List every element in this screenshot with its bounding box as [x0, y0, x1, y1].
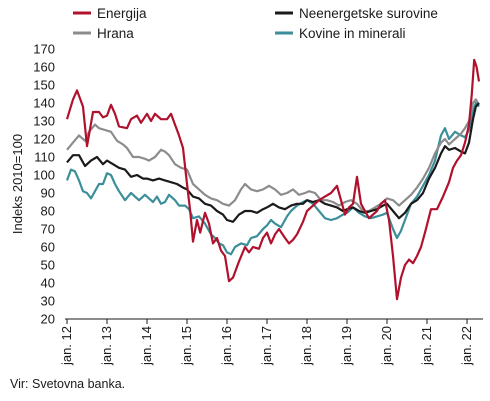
series-lines — [65, 58, 481, 301]
y-tick-label: 170 — [33, 42, 55, 57]
legend-label: Kovine in minerali — [299, 26, 406, 41]
source-note: Vir: Svetovna banka. — [10, 377, 126, 391]
x-tick-label: jan. 15 — [179, 326, 194, 366]
y-tick-label: 150 — [33, 78, 55, 93]
x-tick-label: jan. 14 — [139, 326, 154, 366]
y-tick-label: 30 — [41, 294, 55, 309]
y-tick-label: 20 — [41, 312, 55, 327]
legend-label: Energija — [97, 6, 147, 21]
series-line-3 — [66, 98, 480, 213]
x-axis: jan. 12 jan. 13 jan. 14 jan. 15 jan. 16 jan. … — [59, 318, 483, 366]
y-tick-label: 60 — [41, 240, 55, 255]
legend-label: Hrana — [97, 26, 134, 41]
chart-legend: Energija Neenergetske surovine Hrana Kovine… — [73, 6, 438, 41]
y-tick-label: 130 — [33, 114, 55, 129]
y-tick-label: 40 — [41, 276, 55, 291]
x-tick-label: jan. 17 — [259, 326, 274, 366]
x-tick-label: jan. 16 — [219, 326, 234, 366]
y-tick-label: 140 — [33, 96, 55, 111]
y-tick-label: 110 — [34, 150, 55, 165]
y-tick-label: 50 — [41, 258, 55, 273]
series-line-2 — [66, 102, 480, 223]
y-axis-label: Indeks 2010=100 — [10, 134, 25, 234]
y-tick-label: 80 — [41, 204, 55, 219]
x-tick-label: jan. 13 — [99, 326, 114, 366]
legend-label: Neenergetske surovine — [299, 6, 438, 21]
x-tick-label: jan. 21 — [419, 326, 434, 366]
y-axis: 20 30 40 50 60 70 80 90 100 110 120 130 140 150 160 170 — [33, 42, 55, 327]
y-tick-label: 120 — [33, 132, 55, 147]
series-line-1 — [65, 58, 481, 301]
x-tick-label: jan. 12 — [59, 326, 74, 366]
y-tick-label: 100 — [33, 168, 55, 183]
y-tick-label: 160 — [33, 60, 55, 75]
y-tick-label: 90 — [41, 186, 55, 201]
x-tick-label: jan. 19 — [339, 326, 354, 366]
y-tick-label: 70 — [41, 222, 55, 237]
x-tick-label: jan. 18 — [299, 326, 314, 366]
x-tick-label: jan. 22 — [459, 326, 474, 366]
x-tick-label: jan. 20 — [379, 326, 394, 366]
